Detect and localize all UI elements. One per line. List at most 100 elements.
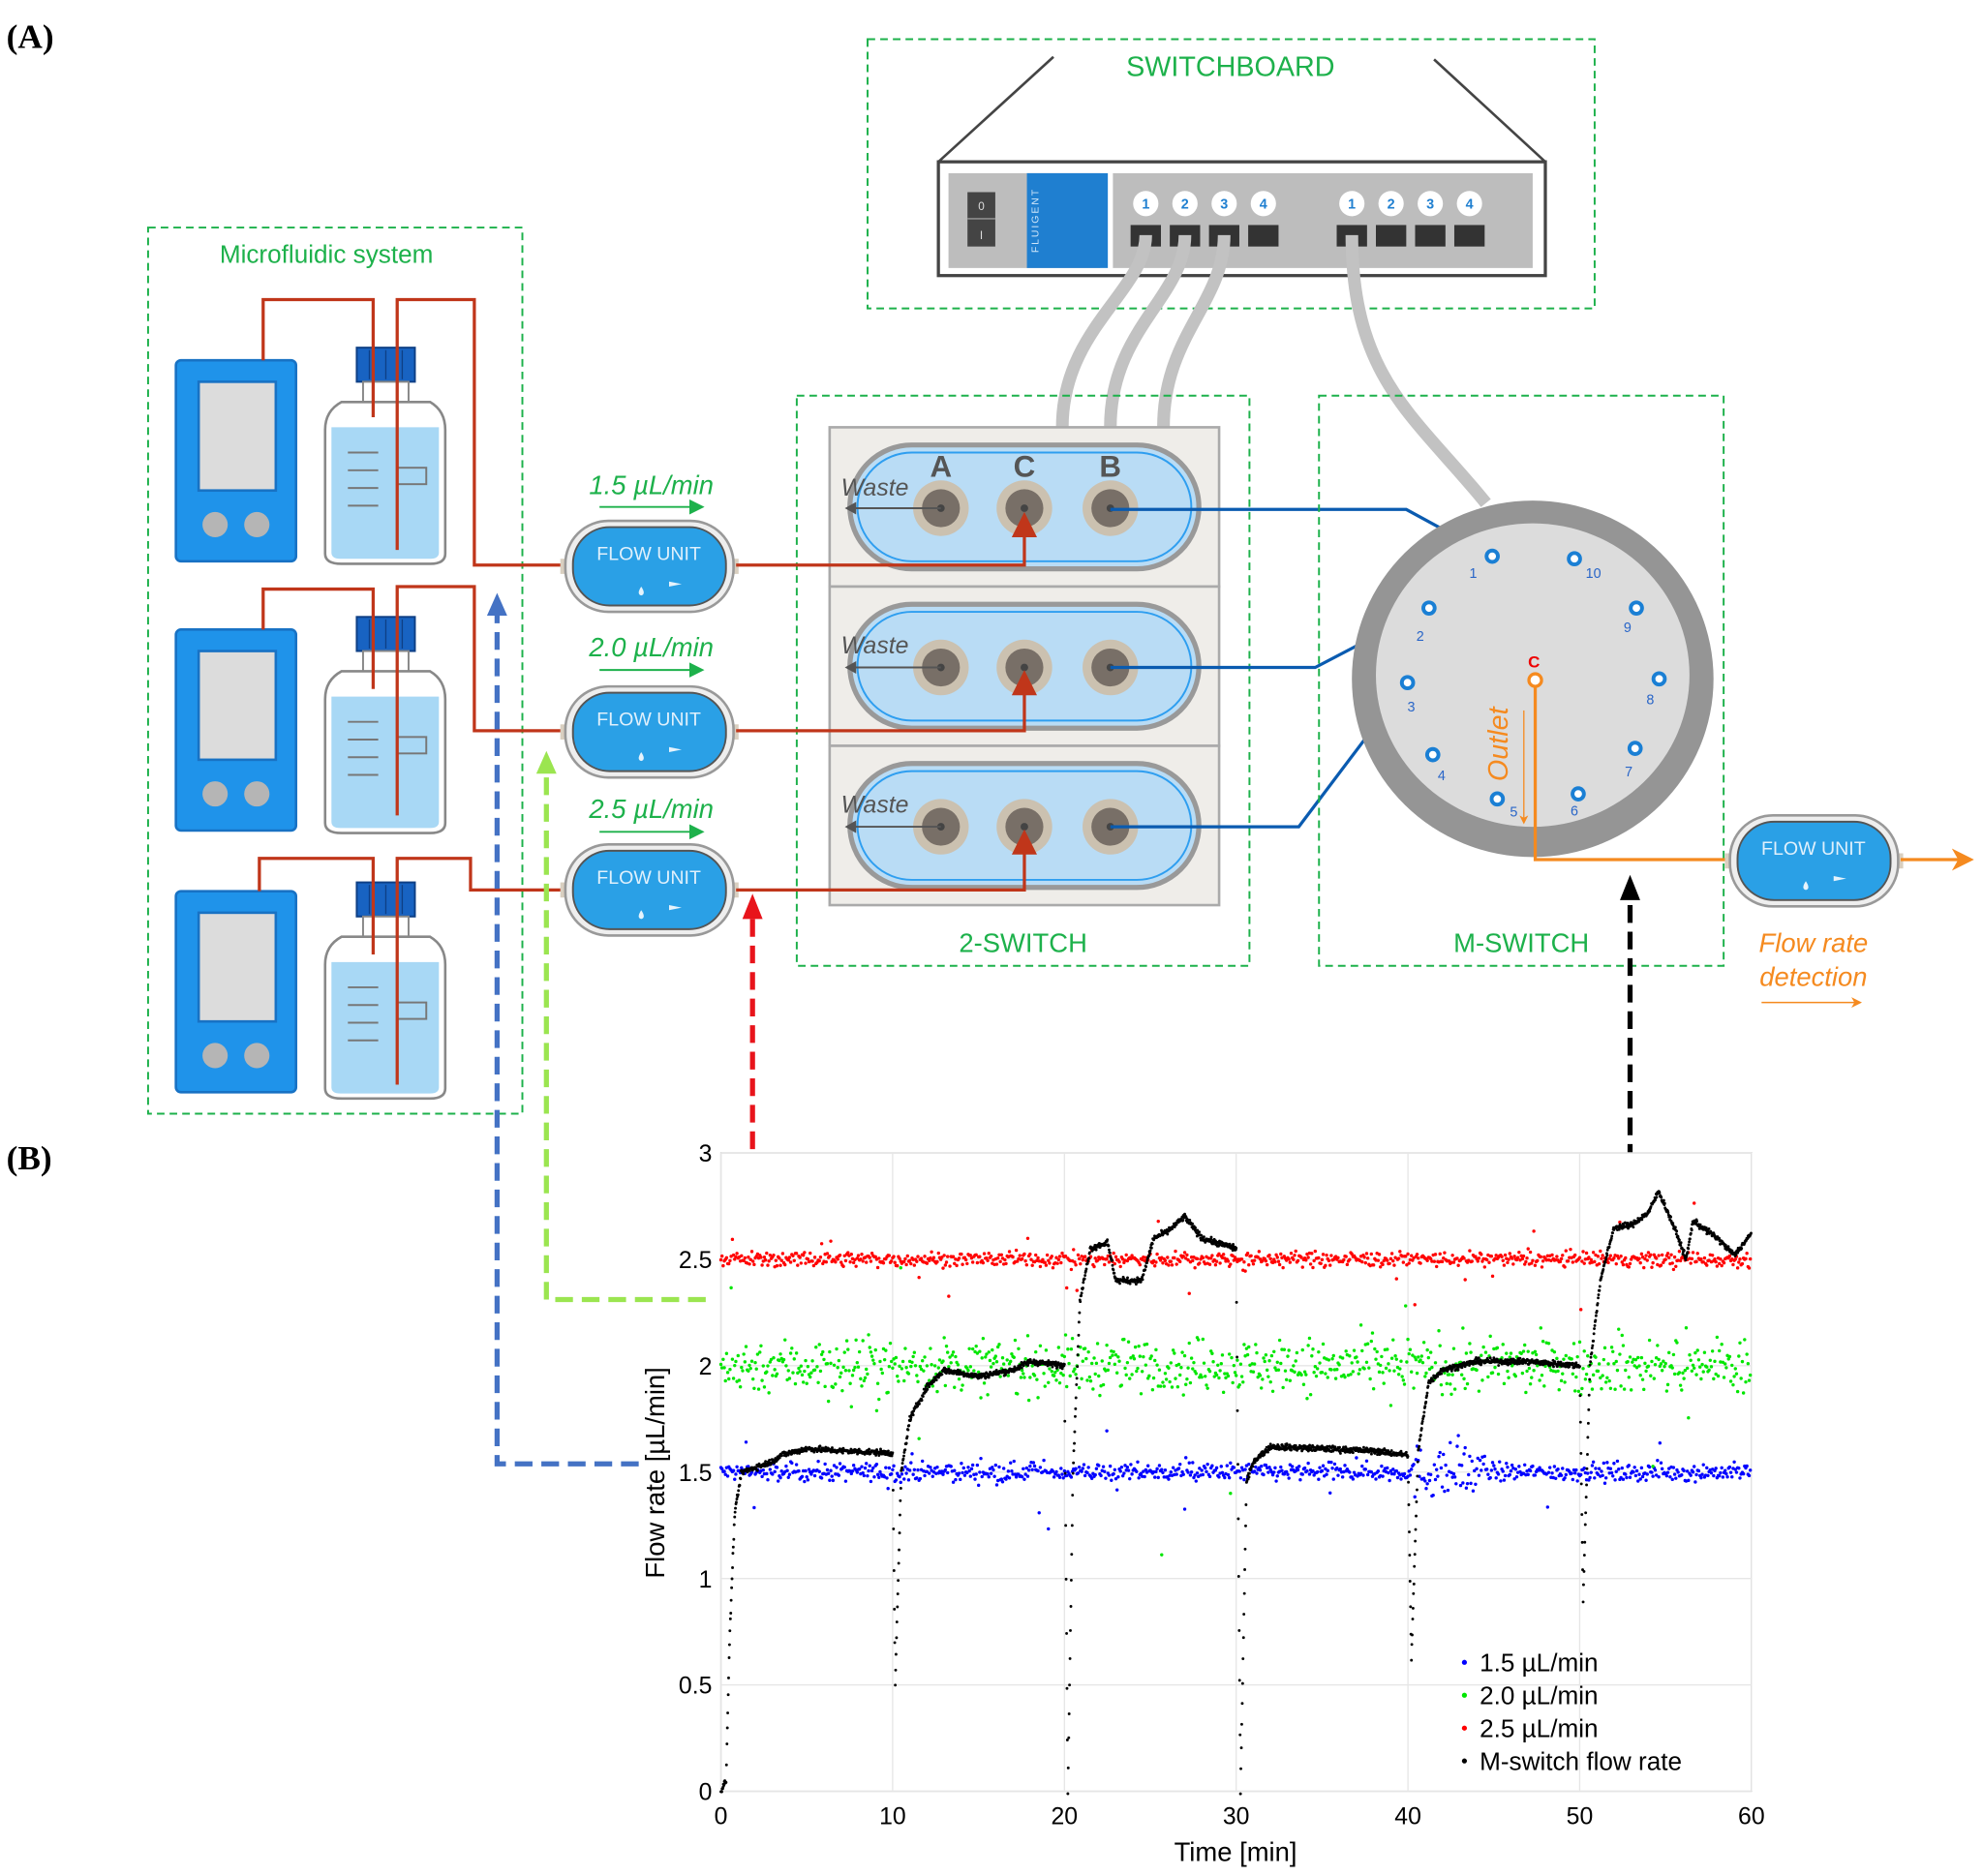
data-point-series-2	[718, 1362, 723, 1367]
m-switch-port[interactable]	[1627, 741, 1643, 756]
data-point-series-2	[1367, 1366, 1371, 1370]
data-point-series-4	[1081, 1286, 1084, 1290]
power-switch[interactable]: 0 I	[967, 192, 995, 247]
data-point-series-1	[1120, 1473, 1125, 1478]
data-point-series-2	[909, 1364, 913, 1369]
data-point-series-3	[1328, 1263, 1332, 1267]
m-switch-port[interactable]	[1567, 551, 1582, 567]
power-on-label: 0	[978, 200, 985, 213]
switchboard-port-connector[interactable]	[1453, 225, 1485, 247]
data-point-series-1	[1481, 1462, 1485, 1467]
data-point-series-1	[1699, 1475, 1703, 1480]
data-point-series-1	[906, 1478, 911, 1482]
data-point-series-1	[1657, 1475, 1661, 1479]
data-point-series-1	[1475, 1467, 1479, 1471]
data-point-series-2	[975, 1351, 980, 1355]
data-point-series-3	[989, 1255, 993, 1258]
data-point-series-3	[1308, 1262, 1313, 1266]
data-point-series-2	[1386, 1347, 1389, 1351]
data-point-series-1	[867, 1468, 870, 1473]
data-point-series-2	[1375, 1349, 1379, 1354]
data-point-series-3	[1580, 1259, 1584, 1263]
data-point-series-3	[1463, 1278, 1467, 1282]
data-point-series-2	[1414, 1357, 1419, 1362]
data-point-series-2	[1005, 1358, 1009, 1362]
data-point-series-2	[1609, 1346, 1614, 1349]
data-point-series-2	[1600, 1386, 1603, 1391]
switchboard-port-connector[interactable]	[1248, 225, 1279, 247]
data-point-series-2	[1086, 1349, 1090, 1354]
data-point-series-2	[1710, 1349, 1715, 1353]
data-point-series-2	[1263, 1359, 1266, 1364]
data-point-series-4	[1077, 1333, 1081, 1337]
m-switch-port[interactable]	[1484, 548, 1500, 564]
data-point-series-3	[1038, 1264, 1043, 1269]
data-point-series-3	[1299, 1256, 1303, 1259]
data-point-series-3	[1023, 1258, 1027, 1263]
data-point-series-2	[783, 1338, 787, 1342]
data-point-series-1	[1645, 1472, 1649, 1476]
data-point-series-4	[1611, 1231, 1615, 1235]
data-point-series-2	[806, 1365, 810, 1369]
data-point-series-1	[1320, 1468, 1325, 1473]
data-point-series-3	[1362, 1256, 1366, 1259]
data-point-series-2	[1343, 1375, 1347, 1379]
data-point-series-2	[1114, 1352, 1118, 1357]
data-point-series-4	[956, 1368, 960, 1372]
data-point-series-2	[1234, 1374, 1238, 1377]
data-point-series-2	[1695, 1348, 1699, 1352]
data-point-series-1	[899, 1480, 902, 1485]
data-point-series-2	[1701, 1370, 1705, 1374]
m-switch-port[interactable]	[1399, 675, 1416, 691]
data-point-series-2	[773, 1368, 777, 1372]
data-point-series-2	[1542, 1384, 1546, 1388]
switchboard-port-connector[interactable]	[1415, 225, 1446, 247]
data-point-series-2	[1098, 1393, 1102, 1398]
data-point-series-4	[1247, 1471, 1251, 1475]
data-point-series-2	[1480, 1353, 1483, 1357]
m-switch-port[interactable]	[1651, 671, 1667, 687]
data-point-series-2	[979, 1396, 983, 1400]
m-switch-port[interactable]	[1489, 791, 1506, 807]
data-point-series-1	[1748, 1468, 1753, 1472]
data-point-series-2	[1091, 1387, 1095, 1391]
data-point-series-3	[1054, 1256, 1058, 1259]
data-point-series-1	[869, 1479, 873, 1484]
data-point-series-2	[828, 1349, 832, 1354]
data-point-series-2	[1733, 1367, 1737, 1371]
pressure-pump-1	[174, 358, 298, 563]
data-point-series-4	[1603, 1260, 1607, 1264]
data-point-series-3	[1267, 1253, 1271, 1257]
data-point-series-1	[1186, 1470, 1190, 1474]
data-point-series-1	[1490, 1461, 1495, 1465]
data-point-series-3	[960, 1252, 963, 1256]
data-point-series-2	[1543, 1364, 1547, 1369]
data-point-series-3	[1428, 1256, 1433, 1261]
data-point-series-1	[1625, 1475, 1629, 1480]
data-point-series-1	[1062, 1468, 1067, 1473]
data-point-series-2	[1150, 1388, 1155, 1392]
data-point-series-1	[1725, 1475, 1729, 1479]
m-switch-port[interactable]	[1571, 786, 1586, 802]
data-point-series-3	[1275, 1256, 1279, 1259]
m-switch-port[interactable]	[1421, 600, 1437, 616]
switchboard-port-connector[interactable]	[1376, 225, 1407, 247]
data-point-series-1	[878, 1469, 882, 1474]
data-point-series-4	[735, 1498, 739, 1501]
m-switch-port[interactable]	[1629, 600, 1644, 616]
data-point-series-3	[1434, 1264, 1439, 1269]
data-point-series-3	[1173, 1256, 1176, 1260]
data-point-series-1	[957, 1471, 961, 1475]
m-switch-port[interactable]	[1424, 746, 1441, 763]
data-point-series-2	[1433, 1361, 1438, 1365]
data-point-series-2	[1644, 1369, 1648, 1374]
data-point-series-4	[1602, 1263, 1606, 1267]
data-point-series-1	[1671, 1466, 1676, 1469]
data-point-series-2	[1144, 1342, 1149, 1346]
data-point-series-2	[1594, 1355, 1598, 1359]
data-point-series-4	[1238, 1733, 1242, 1737]
data-point-series-4	[1580, 1513, 1584, 1516]
data-point-series-1	[1205, 1462, 1209, 1467]
data-point-series-1	[1664, 1473, 1669, 1478]
data-point-series-1	[1086, 1466, 1090, 1469]
